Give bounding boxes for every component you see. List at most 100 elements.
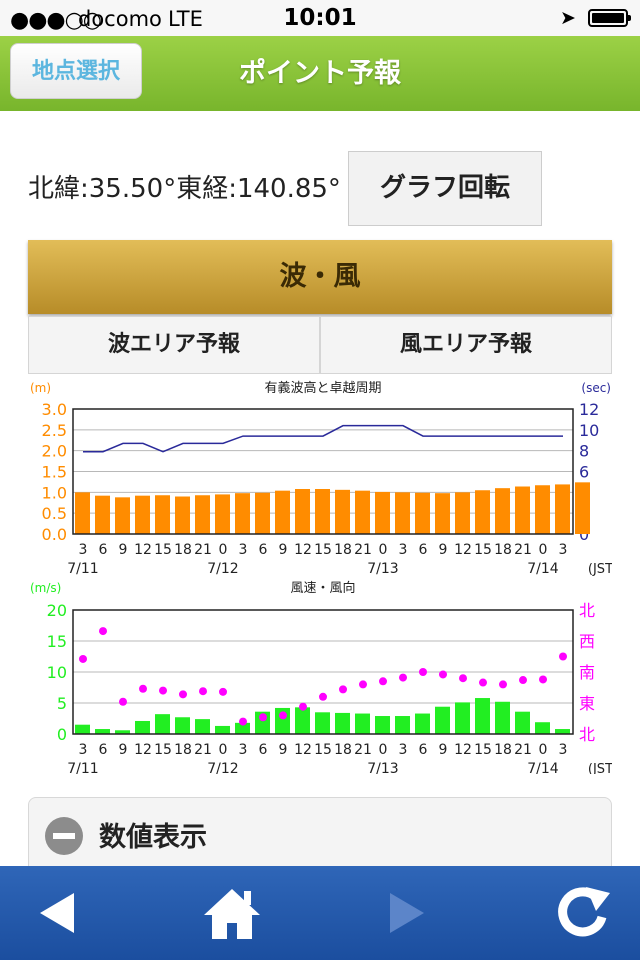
wave-date-label: 7/11 xyxy=(67,561,98,577)
home-icon[interactable] xyxy=(200,883,264,943)
wave-x-unit: (JST) xyxy=(588,562,612,577)
wind-bar xyxy=(155,714,170,734)
rotate-graph-button[interactable]: グラフ回転 xyxy=(348,151,542,226)
wind-direction-dot xyxy=(279,711,287,720)
wind-direction-dot xyxy=(379,677,387,686)
numeric-display-toggle[interactable]: 数値表示 xyxy=(28,797,612,877)
select-location-button[interactable]: 地点選択 xyxy=(10,43,142,99)
wave-bar xyxy=(135,495,150,534)
wave-x-tick-label: 18 xyxy=(494,542,512,558)
wind-x-tick-label: 9 xyxy=(279,742,288,758)
wind-bar xyxy=(375,716,390,734)
wind-direction-dot xyxy=(259,713,267,722)
section-header-wave-wind[interactable]: 波・風 xyxy=(28,240,612,314)
wave-y2-tick-label: 6 xyxy=(579,463,589,482)
wave-bar xyxy=(395,492,410,534)
wind-direction-dot xyxy=(459,674,467,683)
status-time: 10:01 xyxy=(283,5,357,31)
wind-y-tick-label: 15 xyxy=(47,632,67,651)
wind-x-tick-label: 6 xyxy=(419,742,428,758)
wind-direction-dot xyxy=(419,668,427,676)
wind-direction-dot xyxy=(219,687,227,696)
wave-bar xyxy=(495,488,510,534)
wind-bar xyxy=(395,716,410,734)
page-title: ポイント予報 xyxy=(239,58,401,89)
wave-y2-tick-label: 12 xyxy=(579,400,599,419)
wind-direction-dot xyxy=(359,680,367,689)
wind-x-tick-label: 18 xyxy=(494,742,512,758)
wave-bar xyxy=(335,489,350,534)
wind-bar xyxy=(295,707,310,734)
wave-y2-tick-label: 10 xyxy=(579,421,599,440)
wind-direction-dot xyxy=(479,678,487,687)
wave-x-tick-label: 15 xyxy=(154,542,172,558)
wind-bar xyxy=(415,713,430,734)
location-coordinates: 北緯:35.50°東経:140.85° xyxy=(28,174,341,204)
wave-x-tick-label: 0 xyxy=(379,542,388,558)
wind-date-label: 7/11 xyxy=(67,761,98,774)
carrier-name: docomo xyxy=(78,7,162,31)
reload-icon[interactable] xyxy=(552,883,616,943)
wind-bar xyxy=(495,701,510,734)
wave-y-unit: (m) xyxy=(30,381,51,395)
wave-bar xyxy=(435,493,450,534)
wind-x-tick-label: 15 xyxy=(154,742,172,758)
wave-bar xyxy=(175,496,190,534)
network-type: LTE xyxy=(168,7,203,31)
wave-x-tick-label: 6 xyxy=(259,542,268,558)
forward-arrow-icon[interactable] xyxy=(374,883,438,943)
wind-x-tick-label: 3 xyxy=(399,742,408,758)
wave-chart-title: 有義波高と卓越周期 xyxy=(264,380,381,396)
wave-bar xyxy=(255,492,270,534)
wind-x-tick-label: 9 xyxy=(119,742,128,758)
wind-direction-dot xyxy=(319,692,327,701)
wind-y-tick-label: 10 xyxy=(47,663,67,682)
wind-direction-dot xyxy=(159,686,167,695)
wind-bar xyxy=(95,729,110,734)
wave-x-tick-label: 3 xyxy=(79,542,88,558)
wave-date-label: 7/14 xyxy=(527,561,559,577)
wind-x-tick-label: 0 xyxy=(539,742,548,758)
wind-bar xyxy=(335,712,350,734)
wave-x-tick-label: 3 xyxy=(399,542,408,558)
wind-x-tick-label: 18 xyxy=(334,742,352,758)
wind-date-label: 7/12 xyxy=(207,761,238,774)
wave-bar xyxy=(555,484,570,534)
wave-x-tick-label: 0 xyxy=(539,542,548,558)
wind-direction-dot xyxy=(179,690,187,699)
wind-x-tick-label: 3 xyxy=(559,742,568,758)
wave-x-tick-label: 12 xyxy=(454,542,472,558)
wave-y-tick-label: 2.0 xyxy=(42,442,67,461)
wave-bar xyxy=(275,490,290,534)
wave-x-tick-label: 21 xyxy=(354,542,372,558)
wind-bar xyxy=(475,698,490,734)
wave-x-tick-label: 21 xyxy=(194,542,212,558)
wave-bar xyxy=(415,492,430,534)
wave-x-tick-label: 12 xyxy=(134,542,152,558)
wave-y-tick-label: 2.5 xyxy=(42,421,67,440)
numeric-display-label: 数値表示 xyxy=(99,822,207,853)
back-arrow-icon[interactable] xyxy=(26,883,90,943)
wave-bar xyxy=(95,495,110,534)
wave-bar xyxy=(475,490,490,534)
wave-x-tick-label: 6 xyxy=(99,542,108,558)
wind-bar xyxy=(135,720,150,734)
status-bar: ●●●○○ docomo LTE 10:01 ➤ xyxy=(0,0,640,36)
wind-date-label: 7/13 xyxy=(367,761,398,774)
tab-wave-area-forecast[interactable]: 波エリア予報 xyxy=(28,316,320,374)
wind-direction-dot xyxy=(399,673,407,682)
wave-bar xyxy=(215,494,230,534)
wind-bar xyxy=(75,724,90,734)
wind-direction-dot xyxy=(79,654,87,663)
wave-bar xyxy=(355,490,370,534)
wave-x-tick-label: 3 xyxy=(559,542,568,558)
wind-bar xyxy=(175,717,190,734)
wave-x-tick-label: 18 xyxy=(334,542,352,558)
wind-direction-dot xyxy=(559,652,567,661)
location-arrow-icon: ➤ xyxy=(560,7,576,29)
wind-y-tick-label: 5 xyxy=(57,694,67,713)
wave-x-tick-label: 0 xyxy=(219,542,228,558)
tab-wind-area-forecast[interactable]: 風エリア予報 xyxy=(320,316,612,374)
wave-bar xyxy=(295,489,310,534)
wind-x-unit: (JST) xyxy=(588,762,612,774)
